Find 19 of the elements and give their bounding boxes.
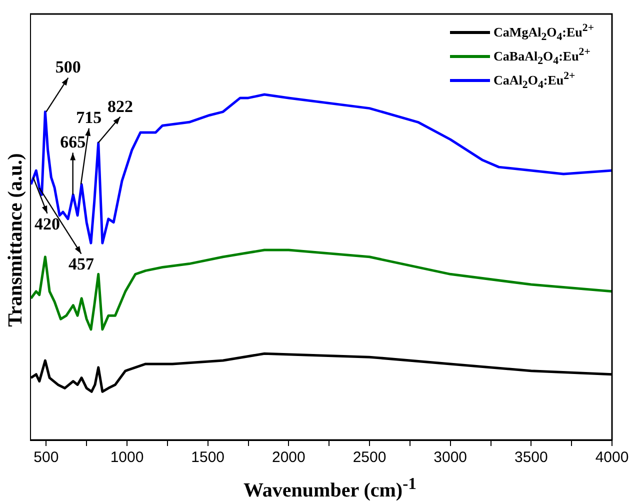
annotation: 420	[34, 214, 60, 234]
x-tick-label: 1500	[191, 449, 225, 466]
x-axis-title: Wavenumber (cm)$^{-1}$	[244, 474, 416, 503]
legend-label: CaAl$_{2}$O$_{4}$:Eu$^{2+}$	[494, 70, 576, 90]
x-tick-label: 3500	[514, 449, 548, 466]
annotation: 665	[60, 132, 86, 152]
x-tick-label: 3000	[434, 449, 468, 466]
annotation: 500	[55, 58, 81, 77]
y-axis-title: Transmittance (a.u.)	[4, 153, 28, 327]
annotation: 715	[76, 108, 102, 128]
x-tick-label: 500	[34, 449, 59, 466]
legend-label: CaBaAl$_{2}$O$_{4}$:Eu$^{2+}$	[494, 46, 590, 66]
x-tick-label: 4000	[595, 449, 629, 466]
x-tick-label: 2500	[352, 449, 386, 466]
annotation: 822	[107, 96, 133, 116]
x-tick-label: 2000	[272, 449, 306, 466]
legend-label: CaMgAl$_{2}$O$_{4}$:Eu$^{2+}$	[494, 22, 594, 42]
annotation: 457	[68, 254, 94, 274]
x-tick-label: 1000	[110, 449, 144, 466]
